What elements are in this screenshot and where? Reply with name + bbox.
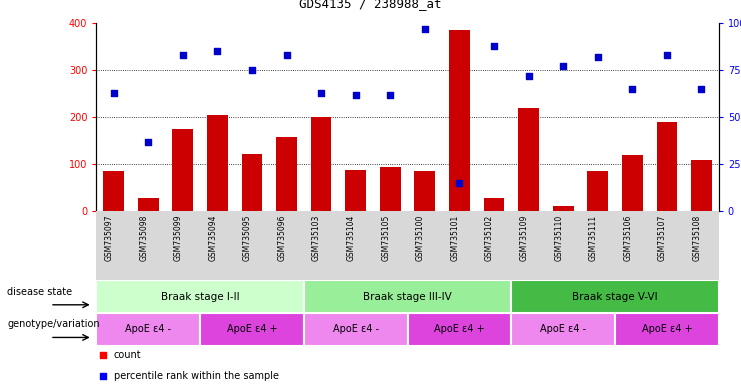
Bar — [242, 154, 262, 211]
Point — [661, 52, 673, 58]
Text: GSM735108: GSM735108 — [693, 215, 702, 261]
Point — [458, 100, 470, 106]
Bar — [207, 115, 227, 211]
Point — [142, 139, 154, 145]
Bar — [484, 198, 505, 211]
Point — [177, 52, 189, 58]
Text: Braak stage III-IV: Braak stage III-IV — [363, 291, 452, 302]
Text: GSM735107: GSM735107 — [658, 215, 667, 261]
Text: GSM735102: GSM735102 — [485, 215, 494, 261]
Text: ApoE ε4 -: ApoE ε4 - — [125, 324, 171, 334]
Bar — [615, 313, 719, 346]
Bar — [304, 280, 511, 313]
Point — [453, 180, 465, 186]
Text: percentile rank within the sample: percentile rank within the sample — [114, 371, 279, 381]
Text: GSM735111: GSM735111 — [589, 215, 598, 261]
Text: GSM735100: GSM735100 — [416, 215, 425, 261]
Point — [522, 73, 534, 79]
Point — [107, 89, 119, 96]
Bar — [310, 117, 331, 211]
Bar — [96, 313, 200, 346]
Text: Braak stage V-VI: Braak stage V-VI — [572, 291, 658, 302]
Bar — [138, 198, 159, 211]
Point — [385, 91, 396, 98]
Text: genotype/variation: genotype/variation — [7, 319, 100, 329]
Point — [281, 52, 293, 58]
Text: GSM735097: GSM735097 — [104, 215, 113, 261]
Text: GSM735103: GSM735103 — [312, 215, 321, 261]
Bar — [304, 313, 408, 346]
Text: GSM735106: GSM735106 — [623, 215, 632, 261]
Bar — [276, 137, 297, 211]
Point — [626, 86, 638, 92]
Text: GSM735110: GSM735110 — [554, 215, 563, 261]
Point — [696, 86, 708, 92]
Bar — [553, 207, 574, 211]
Point — [488, 43, 500, 49]
Text: GSM735109: GSM735109 — [519, 215, 528, 261]
Bar — [103, 171, 124, 211]
Bar — [588, 171, 608, 211]
Text: ApoE ε4 -: ApoE ε4 - — [540, 324, 586, 334]
Text: GSM735095: GSM735095 — [243, 215, 252, 261]
Text: GDS4135 / 238988_at: GDS4135 / 238988_at — [299, 0, 442, 10]
Point — [419, 26, 431, 32]
Bar — [173, 129, 193, 211]
Bar — [622, 155, 642, 211]
Point — [557, 63, 569, 70]
Bar — [449, 30, 470, 211]
Bar — [511, 313, 615, 346]
Text: GSM735098: GSM735098 — [139, 215, 148, 261]
Point — [315, 89, 327, 96]
Point — [458, 292, 470, 298]
Bar — [518, 108, 539, 211]
Bar — [511, 280, 719, 313]
Text: ApoE ε4 +: ApoE ε4 + — [642, 324, 692, 334]
Bar — [380, 167, 401, 211]
Text: ApoE ε4 +: ApoE ε4 + — [227, 324, 277, 334]
Point — [246, 67, 258, 73]
Text: GSM735105: GSM735105 — [382, 215, 391, 261]
Text: disease state: disease state — [7, 287, 73, 297]
Text: Braak stage I-II: Braak stage I-II — [161, 291, 239, 302]
Text: GSM735096: GSM735096 — [278, 215, 287, 261]
Text: GSM735099: GSM735099 — [174, 215, 183, 261]
Text: GSM735104: GSM735104 — [347, 215, 356, 261]
Bar — [408, 313, 511, 346]
Bar — [414, 171, 435, 211]
Bar — [657, 122, 677, 211]
Text: ApoE ε4 +: ApoE ε4 + — [434, 324, 485, 334]
Text: GSM735101: GSM735101 — [451, 215, 459, 261]
Bar — [200, 313, 304, 346]
Text: ApoE ε4 -: ApoE ε4 - — [333, 324, 379, 334]
Point — [211, 48, 223, 54]
Point — [350, 91, 362, 98]
Bar — [96, 280, 304, 313]
Text: GSM735094: GSM735094 — [208, 215, 217, 261]
Bar — [345, 170, 366, 211]
Bar — [691, 161, 712, 211]
Point — [592, 54, 604, 60]
Text: count: count — [114, 350, 142, 360]
